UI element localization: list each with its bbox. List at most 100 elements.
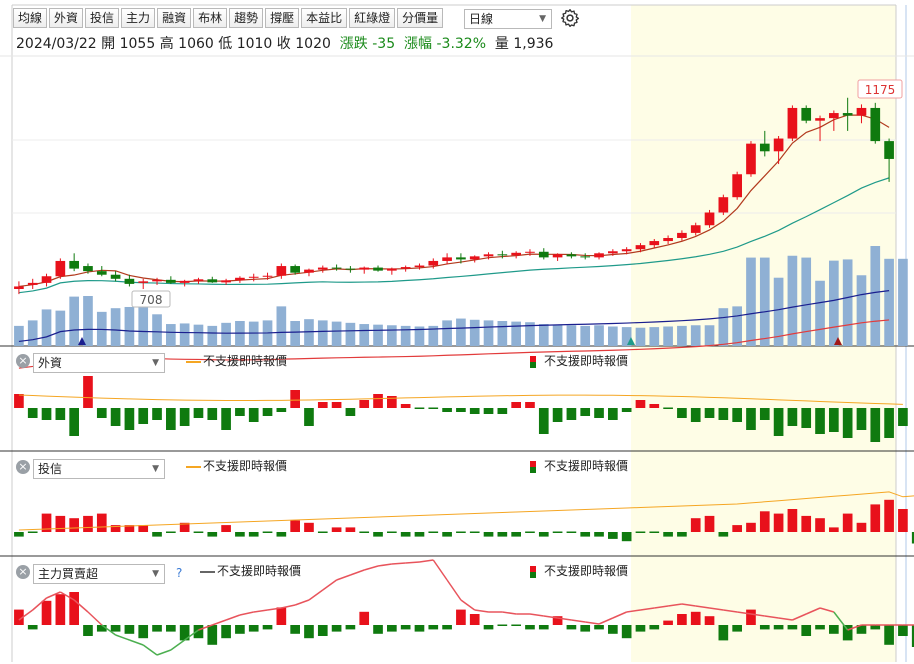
trust-bar [428, 531, 439, 533]
toolbar-button-3[interactable]: 主力 [121, 8, 156, 28]
candle-body [677, 232, 687, 238]
candle-body [193, 279, 204, 281]
volume-bar [456, 318, 466, 346]
candle-body [442, 257, 452, 261]
main-force-line-segment [667, 603, 683, 607]
panel1-select-value: 外資 [38, 356, 63, 370]
volume-bar [677, 325, 687, 346]
toolbar-button-9[interactable]: 紅綠燈 [349, 8, 396, 28]
candle-body [304, 269, 314, 273]
trust-bar [317, 531, 328, 533]
toolbar-button-5[interactable]: 布林 [193, 8, 228, 28]
main-force-bar [428, 625, 439, 630]
gear-icon[interactable] [560, 8, 580, 28]
trust-bar [594, 532, 604, 537]
main-force-bar [773, 625, 784, 630]
volume-bar [304, 319, 314, 346]
foreign-bar [759, 408, 770, 420]
trust-bar [345, 527, 356, 532]
panel3-select[interactable]: 主力買賣超 ▼ [33, 564, 165, 584]
volume-value: 1,936 [513, 36, 554, 52]
volume-bar [566, 325, 577, 346]
main-force-line-segment [239, 611, 254, 616]
main-force-line-segment [281, 604, 296, 609]
trust-bar [387, 531, 397, 533]
volume-bar [538, 324, 549, 346]
volume-bar [345, 322, 356, 346]
close-icon[interactable]: × [16, 354, 30, 368]
toolbar-button-8[interactable]: 本益比 [301, 8, 348, 28]
volume-bar [359, 324, 370, 346]
main-force-bar [96, 625, 107, 632]
main-force-bar [179, 625, 190, 641]
low-marker-box [131, 290, 171, 308]
foreign-bar [138, 408, 149, 424]
main-force-bar [911, 625, 914, 647]
candle-body [124, 278, 135, 284]
main-force-bar [525, 625, 535, 630]
volume-bar [649, 327, 660, 346]
line-legend-icon [200, 570, 215, 573]
foreign-bar [207, 408, 218, 420]
toolbar-button-0[interactable]: 均線 [13, 8, 48, 28]
main-force-line-segment [308, 589, 324, 601]
main-force-line-segment [101, 624, 117, 636]
main-force-line-segment [460, 599, 476, 611]
candle-body [456, 257, 466, 260]
main-force-bar [621, 625, 632, 639]
trust-bar [221, 525, 231, 532]
panel2-select[interactable]: 投信 ▼ [33, 459, 165, 479]
volume-bar [594, 325, 604, 346]
candle-body [525, 251, 535, 253]
volume-bar [221, 322, 231, 346]
main-force-bar [55, 594, 66, 625]
trust-bar [110, 525, 121, 532]
foreign-bar [373, 394, 383, 408]
foreign-bar [41, 408, 52, 420]
toolbar-button-7[interactable]: 撐壓 [265, 8, 300, 28]
candle-body [345, 268, 356, 270]
main-force-bar [801, 625, 812, 636]
panel1-select[interactable]: 外資 ▼ [33, 353, 165, 373]
main-force-bar [262, 625, 273, 630]
trust-bar [152, 532, 162, 537]
toolbar-button-10[interactable]: 分價量 [397, 8, 444, 28]
foreign-bar [55, 408, 66, 420]
volume-bar [83, 296, 93, 346]
toolbar-button-4[interactable]: 融資 [157, 8, 192, 28]
main-force-bar [456, 609, 466, 625]
open-value: 1055 [119, 36, 156, 52]
candle-body [870, 107, 881, 142]
main-force-line-segment [695, 605, 710, 609]
toolbar-button-6[interactable]: 趨勢 [229, 8, 264, 28]
main-force-line-segment [585, 621, 600, 625]
volume-bar [704, 325, 715, 346]
toolbar-button-2[interactable]: 投信 [85, 8, 120, 28]
toolbar-button-1[interactable]: 外資 [49, 8, 84, 28]
main-force-line-segment [529, 613, 544, 617]
main-force-line-segment [336, 574, 351, 581]
candle-body [387, 268, 397, 271]
close-icon[interactable]: × [16, 460, 30, 474]
trust-bar [96, 513, 107, 532]
period-select[interactable]: 日線 ▼ [464, 9, 552, 29]
main-force-line-segment [681, 603, 696, 607]
candle-body [829, 113, 839, 119]
main-force-bar [732, 625, 742, 632]
main-force-line-segment [626, 609, 641, 613]
close-icon[interactable]: × [16, 565, 30, 579]
candle-body [138, 281, 149, 283]
chevron-down-icon: ▼ [152, 358, 159, 368]
candle-body [400, 267, 411, 269]
foreign-bar [400, 404, 411, 408]
main-force-line-segment [294, 599, 310, 606]
trust-bar [884, 499, 894, 532]
main-force-bar [815, 625, 825, 630]
help-icon[interactable]: ? [176, 566, 183, 580]
main-force-line-segment [46, 591, 61, 599]
main-force-bar [317, 625, 328, 636]
trust-bar [166, 531, 176, 533]
main-force-line-segment [170, 639, 186, 651]
candle-body [317, 267, 328, 270]
